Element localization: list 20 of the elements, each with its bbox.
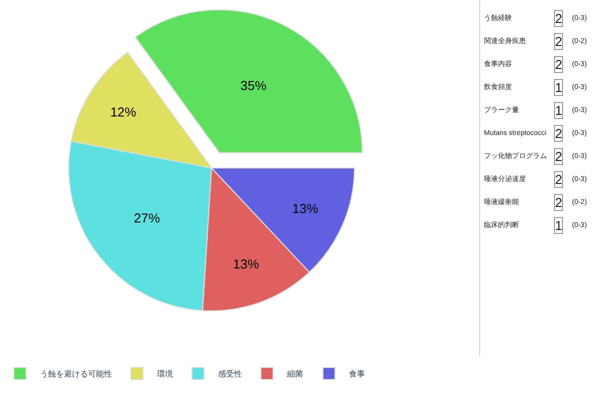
data-label: 12% — [110, 104, 137, 120]
text: 2 — [555, 57, 562, 72]
data-label: 13% — [232, 256, 260, 272]
text: 1 — [555, 103, 562, 118]
data-label: 35% — [240, 78, 267, 93]
text: 2 — [555, 195, 562, 210]
data-label: 27% — [134, 210, 160, 226]
text: 2 — [555, 172, 562, 187]
legend-label: 細菌 — [286, 370, 303, 379]
legend-label: 環境 — [157, 370, 173, 379]
text: 1 — [555, 218, 562, 233]
legend-label: う蝕を避ける可能性 — [40, 370, 112, 379]
text: 2 — [555, 11, 562, 26]
text: 1 — [555, 80, 562, 95]
text: 2 — [555, 149, 562, 164]
data-label: 13% — [292, 201, 319, 216]
legend-label: 感受性 — [218, 370, 242, 379]
legend-label: 食事 — [349, 370, 365, 379]
text: 2 — [555, 34, 562, 49]
text: 2 — [555, 126, 562, 141]
